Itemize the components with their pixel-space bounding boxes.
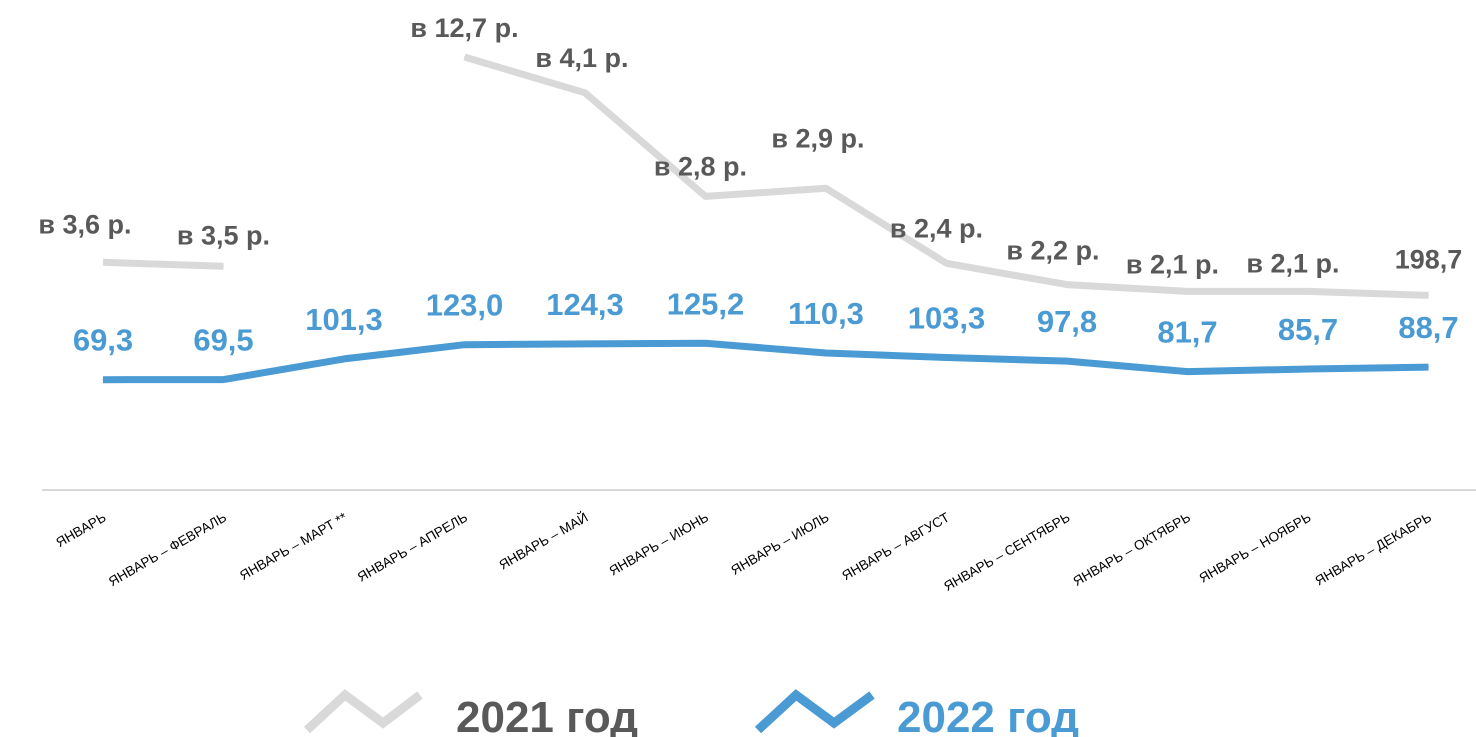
point-2022-10 (1187, 371, 1188, 373)
data-label-2021-11: в 2,1 р. (1246, 248, 1339, 278)
point-2021-11 (1307, 290, 1309, 292)
x-tick-label-11: ЯНВАРЬ – НОЯБРЬ (1197, 510, 1314, 586)
point-2021-4 (464, 56, 465, 58)
point-2021-6 (705, 195, 706, 197)
point-2022-12 (1428, 366, 1429, 368)
data-label-2021-6: в 2,8 р. (654, 151, 747, 181)
data-label-2021-2: в 3,5 р. (177, 220, 270, 250)
data-label-2022-4: 123,0 (426, 288, 504, 323)
data-label-2021-12: 198,7 (1395, 244, 1463, 274)
series-line-2022 (102, 339, 1429, 384)
legend-label-2021: 2021 год (456, 693, 638, 737)
point-2021-1 (102, 261, 104, 263)
point-2022-9 (1066, 360, 1068, 362)
point-2022-3 (343, 358, 345, 360)
data-label-2021-4: в 12,7 р. (410, 13, 518, 43)
x-tick-label-5: ЯНВАРЬ – МАЙ (496, 510, 590, 573)
x-tick-label-2: ЯНВАРЬ – ФЕВРАЛЬ (106, 510, 229, 590)
point-2022-4 (464, 344, 465, 346)
point-2021-9 (1066, 284, 1068, 286)
x-tick-label-10: ЯНВАРЬ – ОКТЯБРЬ (1071, 510, 1194, 589)
x-tick-label-12: ЯНВАРЬ – ДЕКАБРЬ (1312, 510, 1434, 589)
point-2022-8 (946, 357, 947, 358)
data-label-2022-1: 69,3 (73, 323, 133, 358)
point-2022-5 (584, 343, 586, 345)
data-label-2021-8: в 2,4 р. (890, 213, 983, 243)
x-tick-label-6: ЯНВАРЬ – ИЮНЬ (607, 510, 712, 579)
data-label-2022-2: 69,5 (193, 323, 253, 358)
x-tick-label-7: ЯНВАРЬ – ИЮЛЬ (728, 510, 831, 578)
series-line-2021-segment-1 (102, 258, 224, 270)
data-label-2022-10: 81,7 (1157, 315, 1217, 350)
data-label-2021-1: в 3,6 р. (38, 209, 131, 239)
x-tick-label-8: ЯНВАРЬ – АВГУСТ (839, 510, 952, 584)
legend-label-2022: 2022 год (897, 693, 1079, 737)
data-label-2021-9: в 2,2 р. (1006, 236, 1099, 266)
legend: 2021 год 2022 год (303, 689, 1079, 737)
x-tick-label-3: ЯНВАРЬ – МАРТ ** (237, 509, 350, 583)
point-2021-2 (223, 265, 224, 267)
x-tick-label-4: ЯНВАРЬ – АПРЕЛЬ (355, 510, 470, 585)
point-2022-1 (102, 379, 104, 381)
data-label-2021-7: в 2,9 р. (771, 123, 864, 153)
legend-item-2021: 2021 год (303, 689, 638, 737)
data-label-2022-6: 125,2 (667, 286, 745, 321)
data-label-2022-5: 124,3 (546, 287, 624, 322)
x-tick-label-9: ЯНВАРЬ – СЕНТЯБРЬ (941, 510, 1072, 594)
data-label-2022-3: 101,3 (305, 302, 383, 337)
point-2021-7 (825, 187, 827, 189)
data-label-2022-8: 103,3 (908, 301, 986, 336)
data-label-2022-11: 85,7 (1278, 312, 1338, 347)
legend-line-icon-2021 (303, 689, 423, 734)
plot-area: в 3,6 р. в 3,5 р. в 12,7 р. в 4,1 р. в 2,8 р… (38, 13, 1463, 384)
point-2021-8 (946, 262, 947, 264)
legend-line-icon-2022 (754, 689, 875, 734)
point-2021-5 (584, 92, 586, 94)
point-2022-11 (1307, 368, 1309, 370)
data-label-2021-10: в 2,1 р. (1126, 249, 1219, 279)
data-label-2022-9: 97,8 (1037, 304, 1097, 339)
point-2022-7 (825, 352, 827, 354)
x-tick-label-1: ЯНВАРЬ (53, 510, 108, 551)
legend-item-2022: 2022 год (754, 689, 1079, 737)
point-2022-6 (705, 342, 706, 344)
data-label-2022-7: 110,3 (788, 296, 864, 331)
data-label-2022-12: 88,7 (1398, 310, 1458, 345)
data-label-2021-5: в 4,1 р. (535, 43, 628, 73)
point-2021-12 (1428, 294, 1429, 296)
point-2021-10 (1187, 290, 1188, 292)
point-2022-2 (223, 379, 224, 381)
